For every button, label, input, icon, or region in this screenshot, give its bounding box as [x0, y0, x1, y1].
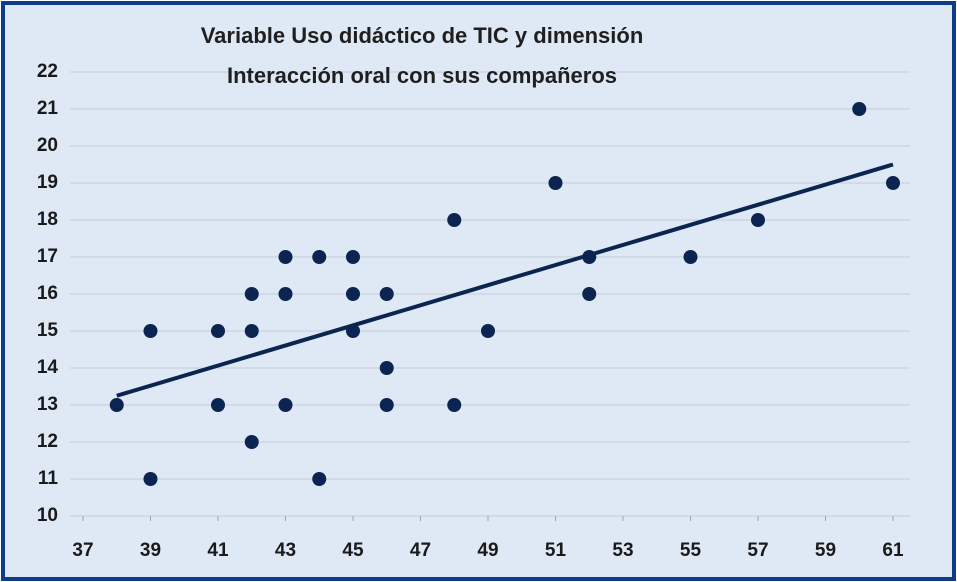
y-tick-label: 22 — [37, 61, 58, 82]
trendline — [116, 162, 894, 398]
point — [143, 324, 158, 338]
point — [683, 250, 698, 264]
point — [548, 176, 563, 190]
point — [346, 287, 360, 301]
point — [211, 324, 225, 338]
chart-title: Interacción oral con sus compañeros — [227, 63, 617, 88]
point — [852, 102, 867, 116]
y-tick-label: 21 — [37, 98, 59, 119]
y-tick-label: 11 — [38, 468, 59, 489]
point — [312, 250, 327, 264]
point — [244, 435, 259, 449]
point — [244, 324, 259, 338]
x-tick-label: 47 — [410, 540, 431, 561]
point — [447, 398, 462, 412]
marks — [109, 102, 900, 486]
point — [379, 398, 394, 412]
point — [346, 250, 360, 264]
point — [211, 398, 225, 412]
point — [447, 213, 462, 227]
y-tick-label: 12 — [37, 431, 58, 452]
y-tick-label: 19 — [37, 172, 58, 193]
point — [278, 398, 293, 412]
point — [379, 287, 394, 301]
point — [244, 287, 259, 301]
x-tick-label: 45 — [342, 540, 364, 561]
point — [751, 213, 765, 227]
point — [278, 287, 293, 301]
x-tick-label: 37 — [72, 540, 93, 561]
point — [109, 398, 124, 412]
y-tick-label: 18 — [37, 209, 58, 230]
x-tick-label: 59 — [815, 540, 836, 561]
point — [886, 176, 900, 190]
x-tick-label: 41 — [207, 540, 229, 561]
x-tick-label: 53 — [612, 540, 633, 561]
point — [278, 250, 293, 264]
point — [143, 472, 158, 486]
point — [379, 361, 394, 375]
y-tick-label: 16 — [37, 283, 58, 304]
x-tick-label: 39 — [140, 540, 161, 561]
point — [582, 250, 597, 264]
point — [481, 324, 495, 338]
point — [582, 287, 597, 301]
x-tick-label: 61 — [882, 540, 904, 561]
x-tick-label: 43 — [275, 540, 296, 561]
y-tick-label: 14 — [37, 357, 59, 378]
chart-title: Variable Uso didáctico de TIC y dimensió… — [201, 23, 644, 48]
y-tick-label: 17 — [37, 246, 58, 267]
y-tick-label: 20 — [37, 135, 58, 156]
point — [346, 324, 360, 338]
x-tick-label: 49 — [477, 540, 498, 561]
y-tick-label: 10 — [37, 505, 58, 526]
x-tick-label: 51 — [545, 540, 567, 561]
point — [312, 472, 327, 486]
y-tick-label: 15 — [37, 320, 59, 341]
x-tick-label: 55 — [680, 540, 702, 561]
x-tick-label: 57 — [747, 540, 768, 561]
y-tick-label: 13 — [37, 394, 58, 415]
